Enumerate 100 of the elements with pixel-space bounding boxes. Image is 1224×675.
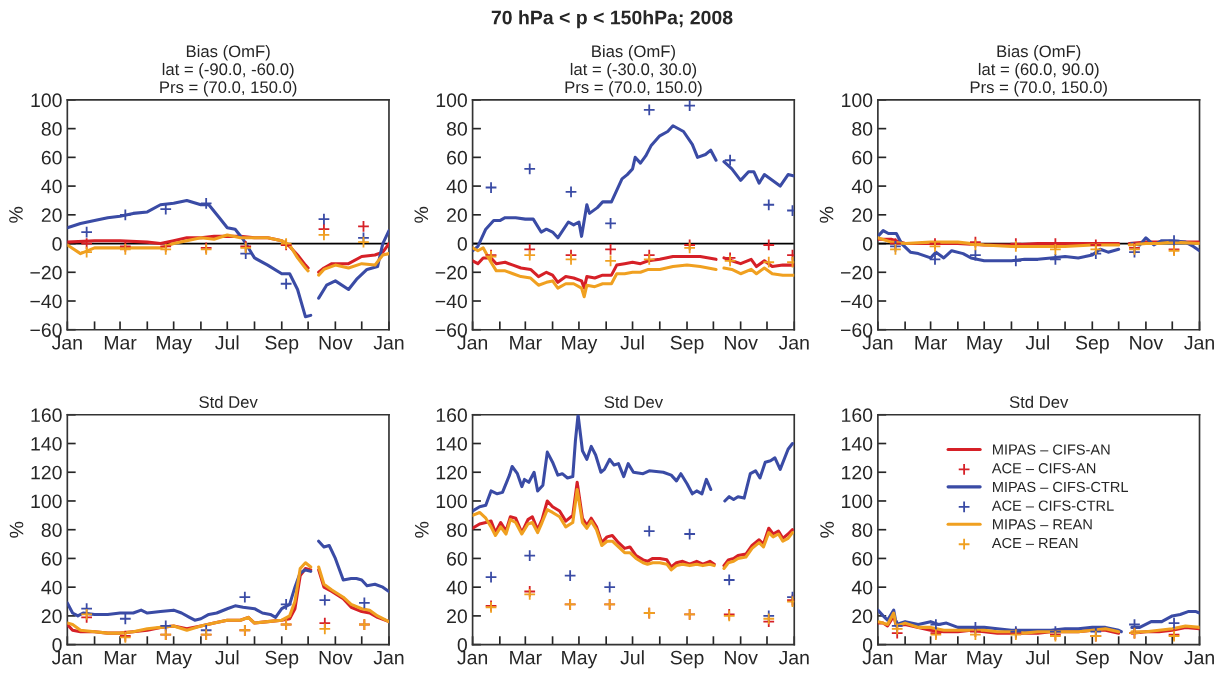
y-tick-label: 60 [852, 551, 873, 566]
y-tick-label: 40 [41, 179, 62, 194]
x-tick-label: Jan [457, 336, 488, 350]
y-axis-title: % [820, 521, 834, 538]
x-tick-label: May [967, 336, 1003, 354]
y-tick-label: 40 [41, 580, 62, 595]
y-tick-label: 40 [446, 580, 467, 595]
chart-title: Bias (OmF) lat = (60.0, 90.0) Prs = (70.0, 150.0) [970, 44, 1107, 97]
x-tick-label: Mar [915, 336, 948, 350]
legend-label: ACE – CIFS-AN [991, 463, 1096, 474]
x-tick-label: Sep [265, 650, 299, 669]
x-tick-label: Jan [51, 650, 82, 665]
y-tick-label: 120 [436, 465, 467, 480]
y-tick-label: 140 [842, 436, 873, 451]
y-tick-label: 120 [31, 465, 62, 480]
x-tick-label: Sep [670, 335, 704, 354]
y-tick-label: 100 [436, 93, 467, 108]
y-tick-label: −40 [435, 294, 467, 309]
y-tick-label: −60 [840, 323, 873, 337]
x-tick-label: Jan [862, 336, 893, 350]
x-tick-label: Mar [915, 650, 948, 665]
y-tick-label: 80 [446, 523, 467, 537]
x-tick-label: Sep [1075, 650, 1109, 669]
x-tick-label: Jan [862, 650, 893, 665]
y-tick-label: 60 [447, 551, 467, 566]
y-tick-label: 80 [446, 122, 467, 136]
y-tick-label: 80 [41, 523, 62, 537]
y-tick-label: −40 [30, 294, 62, 309]
y-tick-label: 40 [851, 580, 873, 595]
y-tick-label: 0 [52, 638, 62, 652]
y-tick-label: 160 [31, 408, 62, 423]
y-tick-label: 100 [842, 93, 873, 108]
x-tick-label: Mar [104, 650, 137, 665]
y-tick-label: 100 [436, 494, 467, 509]
x-tick-label: Jan [778, 336, 809, 350]
legend-label: ACE – CIFS-CTRL [991, 500, 1114, 511]
y-tick-label: 100 [842, 494, 873, 509]
y-tick-label: 80 [41, 122, 62, 136]
chart-title: Bias (OmF) lat = (-90.0, -60.0) Prs = (70.0, 150.0) [160, 44, 297, 97]
x-tick-label: Nov [1130, 336, 1164, 350]
y-tick-label: 0 [457, 237, 467, 251]
y-tick-label: 160 [436, 408, 467, 423]
legend-label: MIPAS – CIFS-AN [993, 444, 1110, 455]
y-tick-label: 60 [41, 150, 62, 165]
y-tick-label: 40 [446, 179, 467, 194]
x-tick-label: Nov [724, 650, 758, 665]
chart-title: Std Dev [199, 395, 258, 408]
y-tick-label: 40 [851, 179, 873, 194]
x-tick-label: Jan [457, 650, 488, 665]
y-tick-label: −40 [840, 294, 873, 309]
x-tick-label: Jul [620, 335, 644, 350]
x-tick-label: May [562, 650, 598, 669]
y-tick-label: 80 [852, 523, 873, 537]
x-tick-label: Mar [104, 336, 137, 350]
legend-label: ACE – REAN [991, 537, 1078, 549]
y-tick-label: −20 [840, 265, 873, 280]
x-tick-label: Jul [215, 335, 239, 350]
y-tick-label: 20 [447, 208, 467, 223]
x-tick-label: Jan [51, 336, 82, 350]
y-tick-label: 60 [852, 150, 873, 165]
x-tick-label: May [967, 650, 1003, 669]
x-tick-label: Jan [778, 650, 809, 665]
y-tick-label: −60 [435, 323, 467, 337]
y-axis-title: % [414, 206, 429, 223]
y-tick-label: 0 [52, 237, 62, 251]
chart-title: Bias (OmF) lat = (-30.0, 30.0) Prs = (70.0, 150.0) [565, 44, 702, 97]
y-axis-title: % [819, 206, 834, 223]
x-tick-label: Sep [1075, 335, 1109, 354]
x-tick-label: Jan [373, 650, 404, 665]
y-tick-label: 100 [31, 93, 62, 108]
y-axis-title: % [414, 521, 429, 538]
y-tick-label: −60 [30, 323, 62, 337]
text: 70 hPa < p < 150hPa; 2008 [491, 10, 733, 29]
x-tick-label: May [562, 336, 598, 354]
y-tick-label: 80 [852, 122, 873, 136]
x-tick-label: Jul [1025, 335, 1049, 350]
x-tick-label: Jul [620, 650, 644, 665]
x-tick-label: Sep [265, 335, 299, 354]
x-tick-label: Mar [510, 650, 542, 665]
chart-title: Std Dev [604, 395, 664, 408]
x-tick-label: Nov [319, 650, 353, 665]
x-tick-label: Nov [724, 336, 758, 350]
y-tick-label: 20 [852, 609, 873, 624]
x-tick-label: Jan [1184, 650, 1214, 665]
y-tick-label: 0 [862, 638, 873, 652]
legend-label: MIPAS – CIFS-CTRL [993, 481, 1129, 493]
x-tick-label: Nov [319, 336, 353, 350]
y-tick-label: 20 [447, 609, 467, 624]
y-axis-title: % [9, 206, 23, 223]
y-tick-label: 140 [31, 436, 62, 451]
y-axis-title: % [9, 521, 24, 538]
y-tick-label: −20 [30, 265, 62, 280]
x-tick-label: Nov [1130, 650, 1164, 665]
x-tick-label: Jan [373, 336, 404, 350]
y-tick-label: 160 [842, 408, 873, 423]
x-tick-label: Jul [215, 650, 239, 665]
legend-label: MIPAS – REAN [993, 519, 1092, 530]
x-tick-label: May [156, 336, 192, 354]
y-tick-label: 60 [447, 150, 467, 165]
y-tick-label: 0 [457, 638, 467, 652]
